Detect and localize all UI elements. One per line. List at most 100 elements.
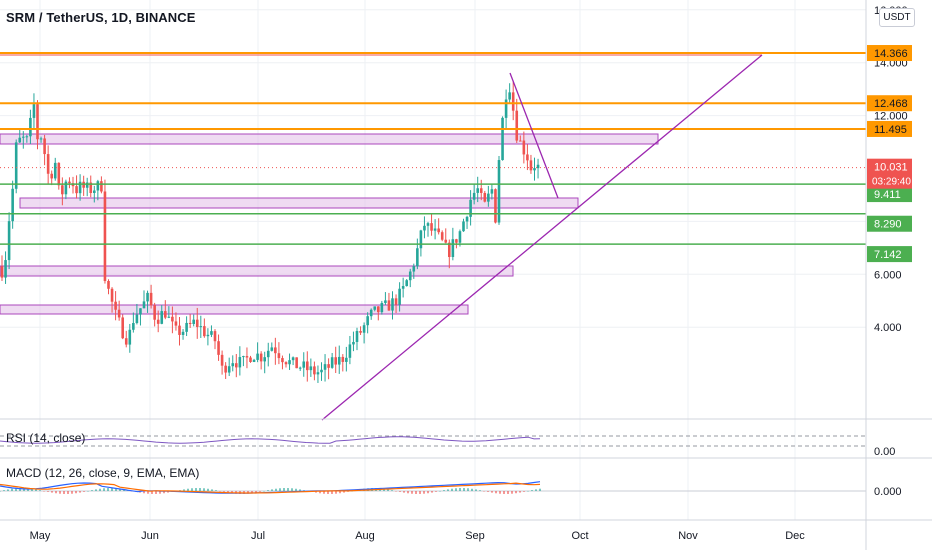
currency-selector[interactable]: USDT [879,8,915,27]
candle-body [14,142,18,189]
candle-body [110,288,114,302]
macd-histogram-bar [99,488,101,491]
macd-label[interactable]: MACD (12, 26, close, 9, EMA, EMA) [6,466,200,480]
candle-body [242,356,245,358]
candle-body [256,353,259,360]
macd-histogram-bar [215,490,217,491]
macd-histogram-bar [339,491,341,494]
support-zone [19,197,579,209]
macd-histogram-bar [267,490,269,491]
macd-histogram-bar [463,488,465,491]
macd-histogram-bar [91,490,93,491]
candle-body [320,369,323,373]
macd-histogram-bar [435,491,437,492]
candle-body [259,353,263,362]
candle-body [249,357,252,362]
candle-body [68,181,71,184]
candle-body [7,221,11,261]
candle-body [458,231,462,243]
macd-histogram-bar [35,489,37,491]
candle-body [334,357,337,365]
candle-body [455,239,458,243]
candle-body [213,331,217,342]
candle-body [536,164,540,169]
macd-histogram-bar [407,491,409,494]
candle-body [231,363,235,367]
macd-histogram-bar [387,489,389,491]
time-axis-label: May [30,530,51,542]
macd-histogram-bar [155,491,157,494]
macd-histogram-bar [227,491,229,493]
candle-body [472,192,476,200]
candle-body [526,154,529,161]
macd-histogram-bar [119,488,121,491]
candle-body [295,357,298,369]
candle-body [78,181,82,194]
candle-body [32,104,36,118]
candle-body [529,160,533,171]
rsi-label[interactable]: RSI (14, close) [6,431,86,445]
macd-histogram-bar [75,491,77,494]
macd-histogram-bar [31,488,33,491]
candle-body [132,323,135,330]
time-axis-label: Aug [355,530,375,542]
macd-histogram-bar [535,489,537,491]
macd-histogram-bar [247,491,249,494]
candle-body [323,364,327,370]
macd-histogram-bar [527,490,529,492]
macd-histogram-bar [147,491,149,494]
macd-histogram-bar [343,491,345,493]
macd-histogram-bar [475,489,477,491]
candle-body [405,280,408,287]
descending-trendline [509,72,559,199]
macd-histogram-bar [59,491,61,494]
candle-body [53,162,57,179]
macd-histogram-bar [107,488,109,491]
candle-body [174,321,178,326]
candle-body [89,182,93,193]
macd-histogram-bar [451,488,453,491]
macd-histogram-bar [103,488,105,491]
macd-histogram-bar [519,491,521,493]
macd-histogram-bar [323,491,325,494]
candle-body [18,137,22,143]
candle-body [384,300,387,303]
candle-body [504,99,508,118]
macd-histogram-bar [79,491,81,493]
candle-body [61,185,64,195]
candle-body [426,223,430,226]
candle-body [25,136,29,138]
macd-histogram-bar [15,488,17,491]
macd-histogram-bar [295,488,297,491]
macd-histogram-bar [331,491,333,494]
macd-histogram-bar [163,491,165,494]
macd-histogram-bar [471,488,473,491]
macd-histogram-bar [263,490,265,492]
candle-body [103,191,107,281]
macd-axis-label: 0.000 [874,486,902,498]
support-zone [0,265,514,277]
candle-body [497,160,501,223]
macd-histogram-bar [383,488,385,491]
macd-histogram-bar [403,491,405,493]
macd-histogram-bar [467,488,469,491]
candle-body [423,225,426,231]
macd-histogram-bar [195,488,197,491]
macd-histogram-bar [299,489,301,491]
candle-body [185,322,188,332]
candle-body [39,138,43,140]
macd-histogram-bar [531,490,533,491]
candle-body [124,338,128,345]
macd-histogram-bar [211,489,213,491]
candle-body [36,104,39,140]
candle-body [359,331,362,333]
candle-body [302,361,306,368]
candle-body [337,356,341,365]
macd-histogram-bar [199,488,201,491]
resistance-level-2-badge [867,95,912,112]
candle-body [430,223,433,231]
candle-body [128,329,132,345]
candle-body [64,181,68,195]
